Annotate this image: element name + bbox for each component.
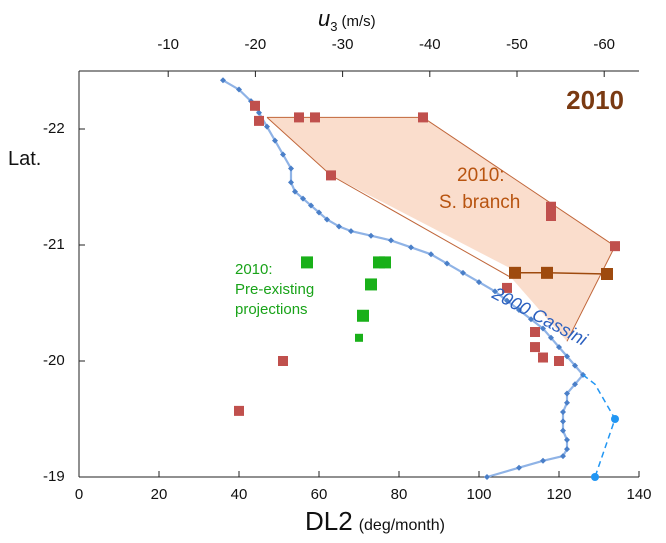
x-tick-label: 80 (391, 486, 408, 503)
cassini-point (560, 409, 566, 416)
cassini-point (564, 446, 570, 453)
cassini-point (272, 137, 278, 144)
cassini-point (324, 216, 330, 223)
cassini-point (264, 123, 270, 130)
cassini-point (548, 334, 554, 341)
cassini-point (292, 188, 298, 195)
cassini-point (280, 151, 286, 158)
cassini-point (388, 237, 394, 244)
red-point (538, 352, 548, 363)
green-point (357, 309, 369, 322)
cassini-point (564, 353, 570, 360)
y-axis-title: Lat. (8, 148, 41, 170)
cassini-point (540, 325, 546, 332)
cassini-point (560, 418, 566, 425)
chart-title: 2010 (566, 85, 624, 115)
cassini-point (336, 223, 342, 230)
x-tick-label: 0 (75, 486, 83, 503)
cassini-point (256, 109, 262, 116)
red-point (502, 282, 512, 293)
cassini-point (460, 269, 466, 276)
cassini-point (560, 453, 566, 460)
cassini-point (288, 179, 294, 186)
y-tick-label: -22 (43, 120, 65, 137)
green-point (365, 278, 377, 291)
cassini-point (564, 436, 570, 443)
cassini-point (528, 316, 534, 323)
series-line-extension (582, 374, 616, 478)
green-point-small (355, 333, 363, 342)
cassini-point (444, 260, 450, 267)
annotation-label: 2010: (457, 165, 505, 186)
cassini-point (516, 464, 522, 471)
annotation-label: S. branch (439, 192, 520, 213)
cassini-point (504, 297, 510, 304)
cassini-point (516, 306, 522, 313)
x-tick-label: 60 (311, 486, 328, 503)
top-tick-label: -40 (419, 36, 441, 53)
green-point (301, 256, 313, 269)
red-point (310, 112, 320, 123)
y-tick-label: -19 (43, 468, 65, 485)
red-point (530, 327, 540, 337)
annotation-label: 2010: (235, 261, 273, 278)
cassini-point (316, 209, 322, 216)
cassini-point (428, 251, 434, 258)
cassini-point (564, 399, 570, 406)
red-point (554, 356, 564, 366)
red-point (294, 112, 304, 123)
cassini-point (560, 427, 566, 434)
cassini-point (564, 390, 570, 397)
brown-point (541, 266, 553, 279)
red-point (546, 211, 556, 221)
cassini-point (540, 457, 546, 464)
red-point (278, 356, 288, 366)
top-axis-title: u3 (m/s) (318, 6, 376, 34)
top-tick-label: -20 (245, 36, 267, 53)
red-point (254, 115, 264, 126)
cassini-point (220, 77, 226, 84)
cassini-point (368, 232, 374, 239)
annotation-label: projections (235, 301, 308, 318)
region-s-branch (267, 117, 615, 342)
red-point (610, 241, 620, 252)
y-tick-label: -20 (43, 352, 65, 369)
red-point (250, 100, 260, 111)
cassini-point (492, 288, 498, 295)
cassini-point (556, 344, 562, 351)
green-point (379, 256, 391, 269)
cassini-point (476, 279, 482, 286)
x-tick-label: 40 (231, 486, 248, 503)
extension-point (591, 473, 599, 481)
top-tick-label: -50 (506, 36, 528, 53)
annotation-label: Pre-existing (235, 281, 314, 298)
red-point (234, 405, 244, 416)
brown-point (509, 266, 521, 279)
x-axis-title: DL2 (deg/month) (305, 506, 445, 536)
cassini-point (300, 195, 306, 202)
red-point (326, 170, 336, 181)
x-tick-label: 120 (546, 486, 571, 503)
top-tick-label: -60 (593, 36, 615, 53)
red-point (418, 112, 428, 123)
extension-point (611, 415, 619, 423)
red-point (546, 201, 556, 212)
top-tick-label: -10 (157, 36, 179, 53)
y-tick-label: -21 (43, 236, 65, 253)
top-tick-label: -30 (332, 36, 354, 53)
red-point (530, 342, 540, 353)
cassini-point (236, 86, 242, 93)
cassini-point (308, 202, 314, 209)
x-tick-label: 20 (151, 486, 168, 503)
x-tick-label: 140 (626, 486, 651, 503)
cassini-point (408, 244, 414, 251)
x-tick-label: 100 (466, 486, 491, 503)
cassini-point (572, 362, 578, 369)
cassini-point (288, 165, 294, 172)
cassini-point (348, 228, 354, 235)
brown-point (601, 268, 613, 280)
cassini-point (484, 474, 490, 480)
cassini-point (572, 381, 578, 388)
